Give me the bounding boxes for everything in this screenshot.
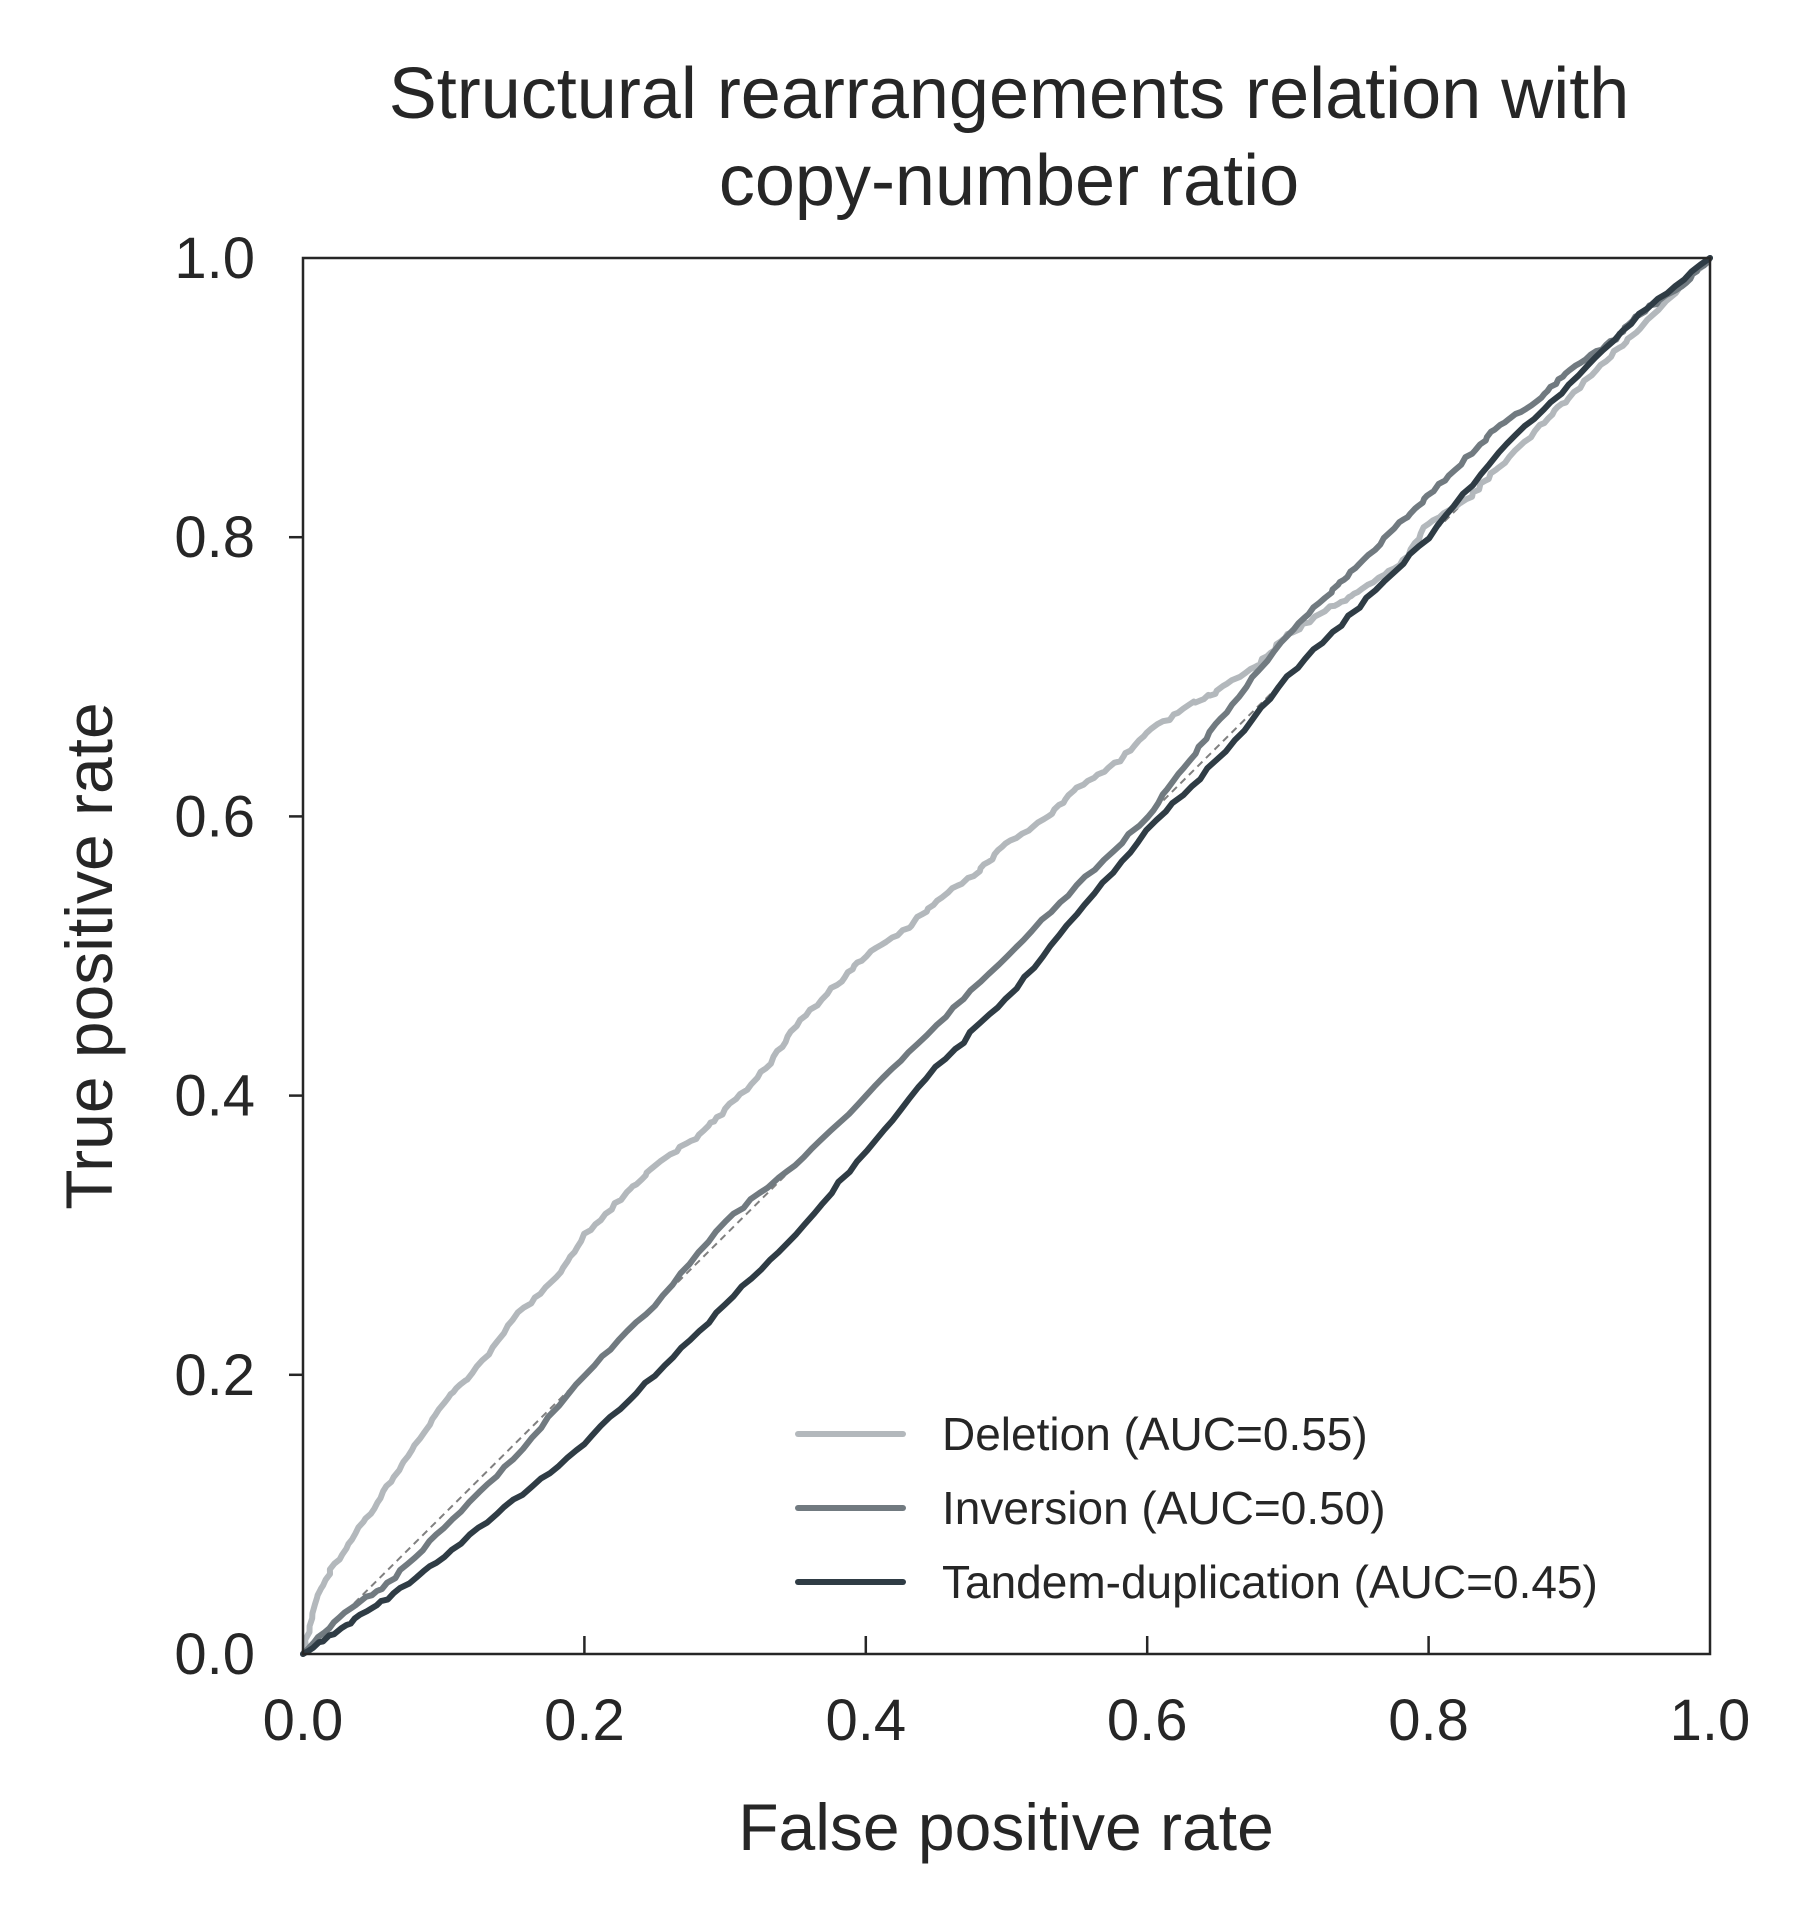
legend: Deletion (AUC=0.55) Inversion (AUC=0.50) T… <box>795 1408 1598 1608</box>
series-line-3 <box>300 255 1713 1657</box>
y-ticks: 0.0 0.2 0.4 0.6 0.8 1.0 <box>174 226 303 1687</box>
y-tick-label: 0.4 <box>174 1064 255 1129</box>
reference-line <box>302 257 1711 1655</box>
y-tick-label: 0.8 <box>174 505 255 570</box>
x-tick-label: 0.2 <box>544 1688 625 1753</box>
x-tick-label: 0.4 <box>825 1688 906 1753</box>
x-tick-label: 1.0 <box>1670 1688 1751 1753</box>
y-axis-label: True positive rate <box>52 702 126 1209</box>
series-lines <box>300 255 1713 1657</box>
y-tick-label: 0.2 <box>174 1343 255 1408</box>
chart-title-line-1: Structural rearrangements relation with <box>389 54 1630 134</box>
legend-label-2: Inversion (AUC=0.50) <box>942 1482 1386 1534</box>
y-tick-label: 1.0 <box>174 226 255 291</box>
series-line-2 <box>300 255 1713 1657</box>
legend-label-3: Tandem-duplication (AUC=0.45) <box>942 1556 1598 1608</box>
plot-frame <box>301 256 1712 1656</box>
x-ticks: 0.0 0.2 0.4 0.6 0.8 1.0 <box>263 1636 1751 1753</box>
reference-diagonal <box>302 257 1711 1655</box>
chart-title-line-2: copy-number ratio <box>719 141 1299 221</box>
x-tick-label: 0.6 <box>1107 1688 1188 1753</box>
x-tick-label: 0.8 <box>1388 1688 1469 1753</box>
x-tick-label: 0.0 <box>263 1688 344 1753</box>
y-tick-label: 0.0 <box>174 1622 255 1687</box>
y-tick-label: 0.6 <box>174 784 255 849</box>
series-line-1 <box>300 255 1713 1657</box>
x-axis-label: False positive rate <box>738 1790 1274 1864</box>
legend-label-1: Deletion (AUC=0.55) <box>942 1408 1368 1460</box>
